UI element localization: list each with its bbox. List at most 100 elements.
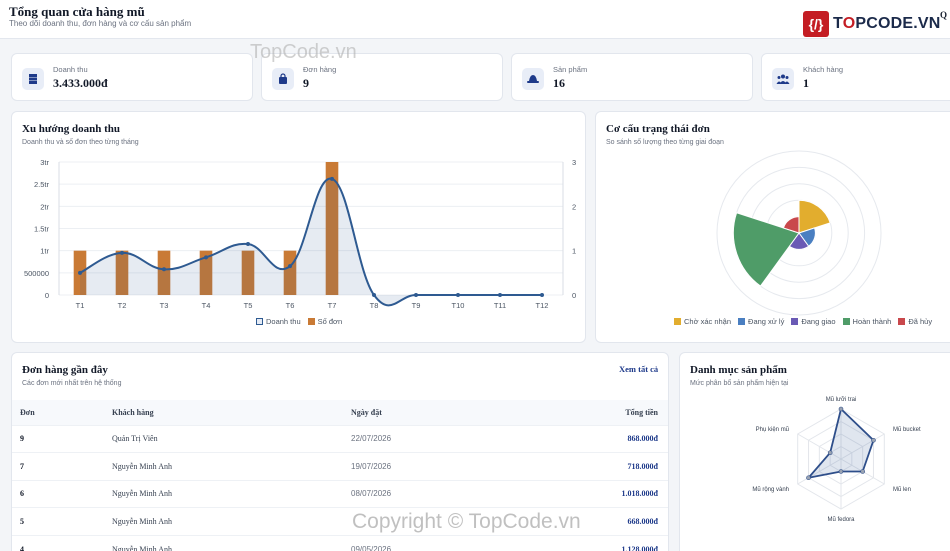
shopping-bag-icon bbox=[272, 68, 294, 90]
status-segment bbox=[732, 212, 800, 287]
logo-badge-icon: {/} bbox=[803, 11, 829, 37]
y-tick-label-left: 1.5tr bbox=[34, 225, 50, 234]
column-header-total[interactable]: Tổng tiền bbox=[625, 407, 658, 417]
radar-series-area bbox=[806, 407, 875, 480]
order-count-bar bbox=[325, 162, 339, 295]
column-header-date[interactable]: Ngày đặt bbox=[351, 407, 382, 417]
order-customer: Nguyễn Minh Anh bbox=[104, 452, 343, 480]
stat-value: 3.433.000đ bbox=[53, 76, 108, 90]
orders-table: Đơn Khách hàng Ngày đặt Tổng tiền 9 Quản… bbox=[12, 400, 668, 551]
panel-title: Cơ cấu trạng thái đơn bbox=[606, 123, 710, 135]
product-category-panel: Danh mục sản phẩm Mức phân bổ sản phẩm h… bbox=[679, 352, 950, 551]
status-polar-chart[interactable] bbox=[596, 112, 950, 344]
order-count-bar bbox=[241, 250, 255, 295]
radar-axis-label: Mũ rộng vành bbox=[752, 487, 789, 493]
legend-item-orders[interactable]: Số đơn bbox=[307, 317, 342, 326]
radar-axis-label: Mũ len bbox=[893, 487, 911, 493]
legend-item-revenue[interactable]: Doanh thu bbox=[256, 317, 301, 326]
user-menu[interactable]: Q bbox=[940, 10, 948, 20]
topcode-logo: {/} TOPCODE.VN bbox=[803, 11, 941, 37]
order-id: 4 bbox=[12, 534, 104, 551]
y-tick-label-left: 500000 bbox=[24, 269, 49, 278]
revenue-point bbox=[78, 270, 82, 275]
category-radar-chart[interactable]: Mũ lưỡi trai Mũ bucket Mũ len Mũ fedora Mũ r… bbox=[680, 353, 950, 551]
legend-item-processing[interactable]: Đang xử lý bbox=[738, 317, 784, 326]
panel-title: Danh mục sản phẩm bbox=[690, 364, 787, 376]
stat-value: 16 bbox=[553, 76, 565, 90]
y-tick-label-left: 2.5tr bbox=[34, 180, 50, 189]
y-tick-label-right: 3 bbox=[572, 158, 576, 167]
y-tick-label-left: 2tr bbox=[40, 202, 49, 211]
page-header: Tổng quan cửa hàng mũ Theo dõi doanh thu… bbox=[0, 0, 950, 39]
order-id: 5 bbox=[12, 507, 104, 535]
y-tick-label-left: 3tr bbox=[40, 158, 49, 167]
x-tick-label: T4 bbox=[202, 301, 211, 310]
order-total: 718.000đ bbox=[543, 452, 668, 480]
stack-icon bbox=[22, 68, 44, 90]
stat-label: Doanh thu bbox=[53, 65, 88, 74]
x-tick-label: T7 bbox=[328, 301, 337, 310]
panel-subtitle: Doanh thu và số đơn theo từng tháng bbox=[22, 139, 139, 146]
y-tick-label-right: 0 bbox=[572, 291, 576, 300]
status-legend: Chờ xác nhận Đang xử lý Đang giao Hoàn t… bbox=[674, 317, 939, 326]
revenue-point bbox=[288, 264, 292, 269]
radar-point bbox=[860, 469, 865, 474]
panel-title: Xu hướng doanh thu bbox=[22, 123, 120, 135]
order-status-panel: Cơ cấu trạng thái đơn So sánh số lượng t… bbox=[595, 111, 950, 343]
order-date: 22/07/2026 bbox=[343, 424, 543, 453]
revenue-point bbox=[414, 293, 418, 297]
table-header-row: Đơn Khách hàng Ngày đặt Tổng tiền bbox=[12, 400, 668, 425]
revenue-point bbox=[372, 293, 376, 297]
radar-spoke bbox=[840, 433, 885, 460]
order-total: 868.000đ bbox=[543, 424, 668, 453]
radar-point bbox=[871, 437, 876, 443]
table-row[interactable]: 9 Quản Trị Viên 22/07/2026 868.000đ bbox=[12, 424, 668, 453]
order-customer: Nguyễn Minh Anh bbox=[104, 507, 343, 535]
status-segment bbox=[782, 216, 800, 234]
table-row[interactable]: 4 Nguyễn Minh Anh 09/05/2026 1.128.000đ bbox=[12, 534, 668, 551]
panel-subtitle: So sánh số lượng theo từng giai đoạn bbox=[606, 139, 724, 146]
revenue-point bbox=[204, 255, 208, 260]
polar-grid-ring bbox=[716, 150, 882, 316]
x-tick-label: T12 bbox=[536, 301, 549, 310]
order-id: 9 bbox=[12, 424, 104, 453]
legend-item-shipping[interactable]: Đang giao bbox=[791, 317, 836, 326]
table-row[interactable]: 5 Nguyễn Minh Anh 668.000đ bbox=[12, 507, 668, 535]
x-tick-label: T10 bbox=[452, 301, 465, 310]
radar-axis-label: Mũ fedora bbox=[827, 517, 855, 523]
column-header-order[interactable]: Đơn bbox=[20, 407, 35, 417]
revenue-point bbox=[456, 293, 460, 297]
order-customer: Quản Trị Viên bbox=[104, 424, 343, 453]
radar-point bbox=[838, 469, 844, 474]
order-total: 1.018.000đ bbox=[543, 479, 668, 508]
legend-item-cancelled[interactable]: Đã hủy bbox=[898, 317, 932, 326]
hat-icon bbox=[522, 68, 544, 90]
stat-value: 9 bbox=[303, 76, 309, 90]
legend-item-pending[interactable]: Chờ xác nhận bbox=[674, 317, 731, 326]
panel-title: Đơn hàng gần đây bbox=[22, 364, 108, 376]
order-customer: Nguyễn Minh Anh bbox=[104, 534, 343, 551]
x-tick-label: T11 bbox=[494, 301, 506, 310]
y-tick-label-left: 0 bbox=[45, 291, 49, 300]
column-header-customer[interactable]: Khách hàng bbox=[112, 407, 154, 417]
x-tick-label: T6 bbox=[286, 301, 295, 310]
panel-subtitle: Các đơn mới nhất trên hệ thống bbox=[22, 380, 122, 387]
stat-label: Đơn hàng bbox=[303, 65, 337, 74]
table-row[interactable]: 7 Nguyễn Minh Anh 19/07/2026 718.000đ bbox=[12, 452, 668, 480]
order-id: 7 bbox=[12, 452, 104, 480]
x-tick-label: T5 bbox=[244, 301, 253, 310]
legend-item-completed[interactable]: Hoàn thành bbox=[842, 317, 891, 326]
status-segment bbox=[798, 199, 831, 234]
stat-value: 1 bbox=[803, 76, 809, 90]
y-tick-label-left: 1tr bbox=[40, 247, 49, 256]
radar-point bbox=[806, 475, 811, 481]
radar-point bbox=[827, 450, 833, 456]
order-count-bar bbox=[115, 250, 129, 295]
revenue-point bbox=[498, 293, 502, 297]
view-all-link[interactable]: Xem tất cả bbox=[619, 364, 659, 374]
revenue-point bbox=[120, 250, 124, 255]
revenue-chart[interactable]: 0 500000 1tr 1.5tr 2tr 2.5tr 3tr 0 1 2 3 T1 T2 T3 T4 T5… bbox=[12, 112, 587, 344]
order-total: 668.000đ bbox=[543, 507, 668, 535]
table-row[interactable]: 6 Nguyễn Minh Anh 08/07/2026 1.018.000đ bbox=[12, 479, 668, 508]
radar-spoke bbox=[797, 433, 842, 460]
